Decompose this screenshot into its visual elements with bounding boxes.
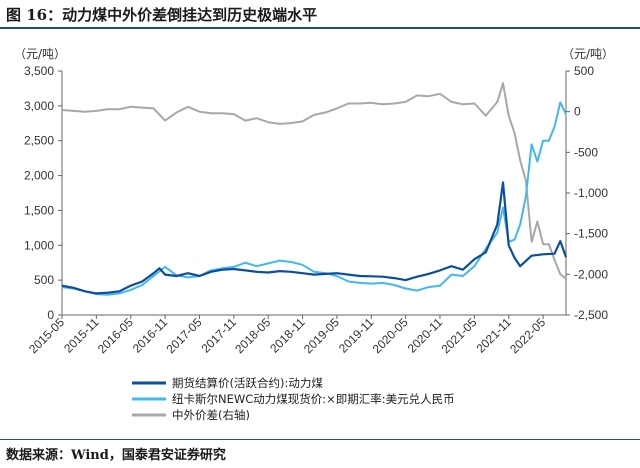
y-left-tick-label: 3,500 [24,64,54,78]
x-tick-label: 2020-05 [370,315,411,356]
y-right-tick-label: 0 [574,105,581,119]
y-left-tick-label: 500 [34,273,54,287]
y-left-tick-label: 3,000 [24,99,54,113]
x-tick-label: 2018-05 [232,315,273,356]
y-left-tick-label: 1,000 [24,238,54,252]
title-divider [0,27,640,29]
y-left-tick-label: 1,500 [24,203,54,217]
x-tick-label: 2020-11 [405,315,446,356]
y-right-unit: （元/吨） [562,47,614,61]
x-tick-label: 2018-11 [267,315,308,356]
figure-title: 图 16：动力煤中外价差倒挂达到历史极端水平 [6,6,318,24]
y-left-unit: （元/吨） [14,47,66,61]
legend-item-futures-label: 期货结算价(活跃合约):动力煤 [172,376,323,390]
y-left-unit-label: （元/吨） [14,47,66,61]
x-tick-label: 2021-05 [438,315,479,356]
footer-divider [0,439,640,440]
x-tick-label: 2015-11 [61,315,102,356]
legend: 期货结算价(活跃合约):动力煤纽卡斯尔NEWC动力煤现货价:×即期汇率:美元兑人… [132,376,455,422]
legend-item-newc-label: 纽卡斯尔NEWC动力煤现货价:×即期汇率:美元兑人民币 [172,392,455,406]
x-tick-label: 2016-05 [95,315,136,356]
data-source: 数据来源：Wind，国泰君安证券研究 [6,448,226,463]
y-right-tick-label: 500 [574,64,594,78]
y-right-tick-label: -2,000 [574,267,608,281]
y-right-tick-label: -1,500 [574,227,608,241]
series-layer [61,82,568,296]
line-chart: （元/吨） （元/吨） 0 500 1,000 1,500 2,000 2,500 3,00… [14,47,614,422]
x-tick-labels: 2015-052015-112016-052016-112017-052017-… [26,315,548,356]
y-right-tick-label: -1,000 [574,186,608,200]
futures-price-line [61,181,568,295]
x-tick-label: 2019-11 [336,315,377,356]
y-right-tick-label: -2,500 [574,308,608,322]
y-left-tick-label: 2,500 [24,134,54,148]
y-right-tick-labels: -2,500 -2,000 -1,500 -1,000 -500 0 500 [566,64,608,322]
x-tick-label: 2021-11 [473,315,514,356]
x-tick-label: 2017-05 [164,315,205,356]
legend-item-spread-label: 中外价差(右轴) [172,408,250,422]
y-right-unit-label: （元/吨） [562,47,614,61]
y-right-tick-label: -500 [574,145,598,159]
x-tick-label: 2016-11 [130,315,171,356]
price-spread-line [61,82,567,280]
y-left-tick-label: 2,000 [24,169,54,183]
x-tick-label: 2019-05 [301,315,342,356]
newc-spot-price-line [61,101,567,296]
x-tick-label: 2022-05 [507,315,548,356]
y-left-tick-label: 0 [47,308,54,322]
x-tick-label: 2017-11 [199,315,240,356]
y-left-tick-labels: 0 500 1,000 1,500 2,000 2,500 3,000 3,500 [24,64,62,322]
